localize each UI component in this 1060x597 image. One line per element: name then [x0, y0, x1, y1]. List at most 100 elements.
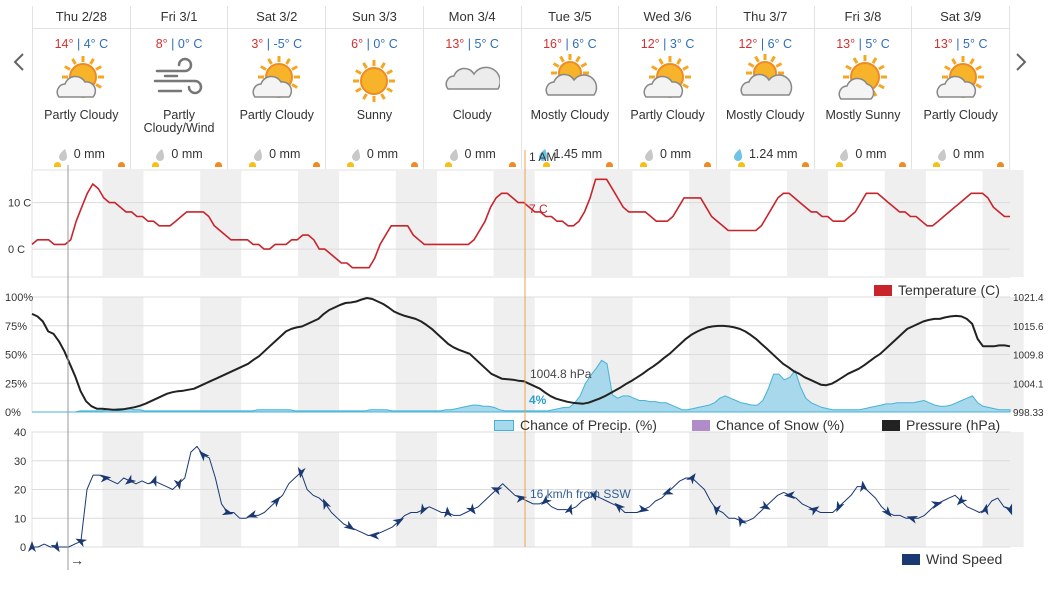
precip-amount: 0 mm: [815, 147, 912, 162]
high-temp: 3°: [251, 37, 264, 51]
precip-legend: Chance of Precip. (%): [494, 417, 657, 433]
condition-text: Partly Cloudy: [923, 108, 998, 122]
day-temps: 13° | 5° C: [424, 37, 521, 53]
night-band: [298, 170, 340, 277]
temperature-legend-label: Temperature (C): [898, 282, 1000, 298]
day-name: Thu 3/7: [716, 6, 814, 29]
wind-tick-label: 40: [14, 427, 26, 439]
wind-direction-arrow: [343, 520, 355, 531]
precip-tick-label: 25%: [5, 378, 27, 390]
raindrop-icon: [156, 149, 165, 162]
temp-separator: |: [171, 37, 178, 51]
condition-text: Cloudy: [452, 108, 492, 122]
wind-direction-arrow: [956, 494, 968, 506]
temperature-line: [31, 178, 1010, 269]
wind-direction-arrow: [541, 494, 552, 506]
sunset-marker: [508, 162, 516, 167]
wind-direction-arrow: [662, 486, 674, 495]
raindrop-icon: [938, 149, 947, 162]
precip-value: 0 mm: [269, 147, 301, 161]
wind-direction-arrow: [906, 516, 919, 524]
temp-separator: |: [366, 37, 374, 51]
precip-value: 0 mm: [953, 147, 985, 161]
mostly-sunny-icon: [815, 53, 912, 109]
precip-amount: 0 mm: [912, 147, 1009, 162]
precip-area: [32, 359, 1011, 413]
day-column[interactable]: Thu 2/28 14° | 4° C Partly Cloudy 0 mm: [32, 6, 130, 169]
sunrise-marker: [542, 162, 550, 167]
partly-cloudy-icon: [619, 53, 716, 109]
precip-value: 0 mm: [855, 147, 887, 161]
day-column[interactable]: Sat 3/9 13° | 5° C Partly Cloudy 0 mm: [911, 6, 1011, 169]
precip-tick-label: 75%: [5, 321, 27, 333]
day-column[interactable]: Sun 3/3 6° | 0° C Sunny 0 mm: [325, 6, 423, 169]
partly-cloudy-icon: [33, 53, 130, 109]
high-temp: 12°: [640, 37, 660, 51]
condition-text: Sunny: [356, 108, 393, 122]
raindrop-icon: [449, 149, 458, 162]
precip-value: 0 mm: [659, 147, 692, 161]
precip-value: 1.45 mm: [553, 147, 603, 161]
day-name: Sat 3/9: [912, 6, 1010, 29]
raindrop-icon: [254, 149, 263, 162]
previous-days-button[interactable]: [8, 42, 30, 82]
next-days-button[interactable]: [1010, 42, 1032, 82]
sunrise-marker: [347, 162, 355, 167]
snow-legend: Chance of Snow (%): [692, 417, 844, 433]
sunset-marker: [215, 162, 223, 167]
cursor-wind-label: 16 km/h from SSW: [530, 487, 631, 501]
wind-direction-arrow: [1004, 503, 1013, 516]
pressure-tick-label: 998.33: [1013, 408, 1044, 419]
high-temp: 12°: [738, 37, 758, 51]
raindrop-icon: [644, 149, 653, 162]
condition-text: Mostly Cloudy: [530, 108, 610, 122]
sunrise-marker: [933, 162, 941, 167]
day-column[interactable]: Sat 3/2 3° | -5° C Partly Cloudy 0 mm: [227, 6, 326, 169]
condition-text: Partly Cloudy: [630, 108, 705, 122]
low-temp: 0° C: [177, 37, 203, 51]
precip-amount: 0 mm: [424, 147, 521, 162]
cloudy-icon: [424, 53, 521, 109]
wind-direction-arrow: [738, 515, 747, 528]
precip-tick-label: 100%: [5, 292, 33, 304]
day-name: Fri 3/1: [130, 6, 228, 29]
day-name: Thu 2/28: [33, 6, 130, 29]
temp-separator: |: [663, 37, 670, 51]
temperature-legend: Temperature (C): [874, 282, 1000, 298]
night-band: [787, 170, 829, 277]
temp-tick-label: 10 C: [8, 198, 31, 210]
precip-amount: 0 mm: [619, 147, 716, 162]
day-column[interactable]: Wed 3/6 12° | 3° C Partly Cloudy 0 mm: [618, 6, 716, 169]
low-temp: 5° C: [963, 37, 988, 51]
wind-swatch: [902, 553, 920, 565]
day-column[interactable]: Thu 3/7 12° | 6° C Mostly Cloudy 1.24 mm: [715, 6, 814, 169]
sunrise-marker: [640, 162, 648, 167]
pressure-legend: Pressure (hPa): [882, 417, 1000, 433]
high-temp: 8°: [155, 37, 168, 51]
wind-direction-arrow: [173, 478, 182, 490]
sunset-marker: [801, 162, 809, 167]
wind-direction-arrow: [198, 450, 210, 462]
temp-separator: |: [858, 37, 866, 51]
day-column[interactable]: Tue 3/5 16° | 6° C Mostly Cloudy 1.45 mm: [520, 6, 619, 169]
mostly-cloudy-icon: [717, 53, 814, 109]
low-temp: 5° C: [865, 37, 890, 51]
day-column[interactable]: Mon 3/4 13° | 5° C Cloudy 0 mm: [422, 6, 521, 169]
high-temp: 13°: [836, 37, 856, 51]
precip-tick-label: 0%: [5, 407, 21, 419]
condition-text: Mostly Cloudy: [726, 108, 805, 122]
night-band: [884, 170, 926, 277]
wind-direction-arrow: [50, 540, 60, 553]
temperature-swatch: [874, 284, 892, 296]
partly-cloudy-icon: [912, 53, 1009, 109]
pressure-legend-label: Pressure (hPa): [906, 417, 1001, 433]
wind-direction-arrow: [808, 506, 820, 516]
day-name: Sat 3/2: [228, 6, 326, 29]
high-temp: 6°: [351, 37, 364, 51]
wind-direction-arrow: [368, 531, 380, 540]
precip-swatch: [494, 419, 514, 431]
day-column[interactable]: Fri 3/1 8° | 0° C Partly Cloudy/Wind 0 m…: [129, 6, 228, 169]
day-column[interactable]: Fri 3/8 13° | 5° C Mostly Sunny 0 mm: [813, 6, 912, 169]
wind-direction-arrow: [322, 498, 332, 511]
